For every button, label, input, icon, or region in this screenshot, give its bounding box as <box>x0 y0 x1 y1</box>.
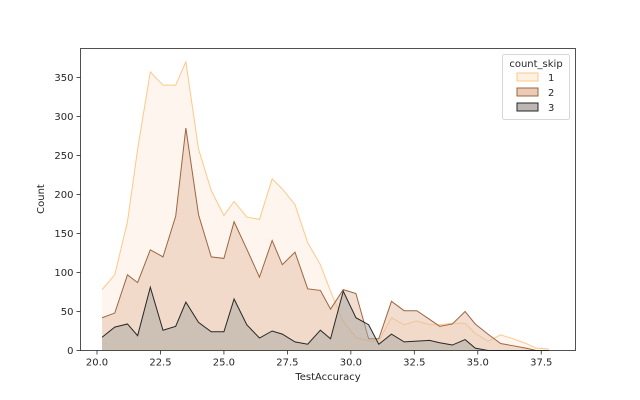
x-tick-label: 27.5 <box>276 358 298 369</box>
y-tick-label: 350 <box>54 73 73 84</box>
legend-title: count_skip <box>509 59 562 70</box>
series-3-area <box>102 287 549 351</box>
legend-label-3: 3 <box>548 103 554 114</box>
x-tick-label: 25.0 <box>213 358 235 369</box>
series-2-line <box>101 128 549 351</box>
legend-swatch-1 <box>516 72 539 82</box>
legend-swatch-2 <box>516 87 539 97</box>
x-tick-label: 32.5 <box>403 358 425 369</box>
legend-label-2: 2 <box>548 88 554 99</box>
legend-label-1: 1 <box>548 73 554 84</box>
x-tick-label: 35.0 <box>467 358 489 369</box>
legend: count_skip 1 2 3 <box>502 54 570 120</box>
y-axis-label: Count <box>36 184 47 214</box>
plot-area <box>101 59 549 351</box>
y-axis-ticks: 0 50 100 150 200 250 300 350 <box>54 73 81 357</box>
legend-swatch-3 <box>516 102 539 112</box>
x-axis-ticks: 20.0 22.5 25.0 27.5 30.0 32.5 35.0 37.5 <box>86 350 552 369</box>
x-tick-label: 30.0 <box>340 358 362 369</box>
axes-frame <box>80 48 576 351</box>
series-3-line <box>101 285 549 351</box>
series-2-area <box>102 128 549 351</box>
x-tick-label: 20.0 <box>86 358 108 369</box>
y-tick-label: 250 <box>54 151 73 162</box>
x-tick-label: 22.5 <box>149 358 171 369</box>
y-tick-label: 200 <box>54 190 73 201</box>
y-tick-label: 50 <box>61 307 74 318</box>
y-tick-label: 0 <box>67 346 73 357</box>
y-tick-label: 100 <box>54 268 73 279</box>
x-tick-label: 37.5 <box>530 358 552 369</box>
y-tick-label: 300 <box>54 112 73 123</box>
x-axis-label: TestAccuracy <box>294 372 360 383</box>
y-tick-label: 150 <box>54 229 73 240</box>
